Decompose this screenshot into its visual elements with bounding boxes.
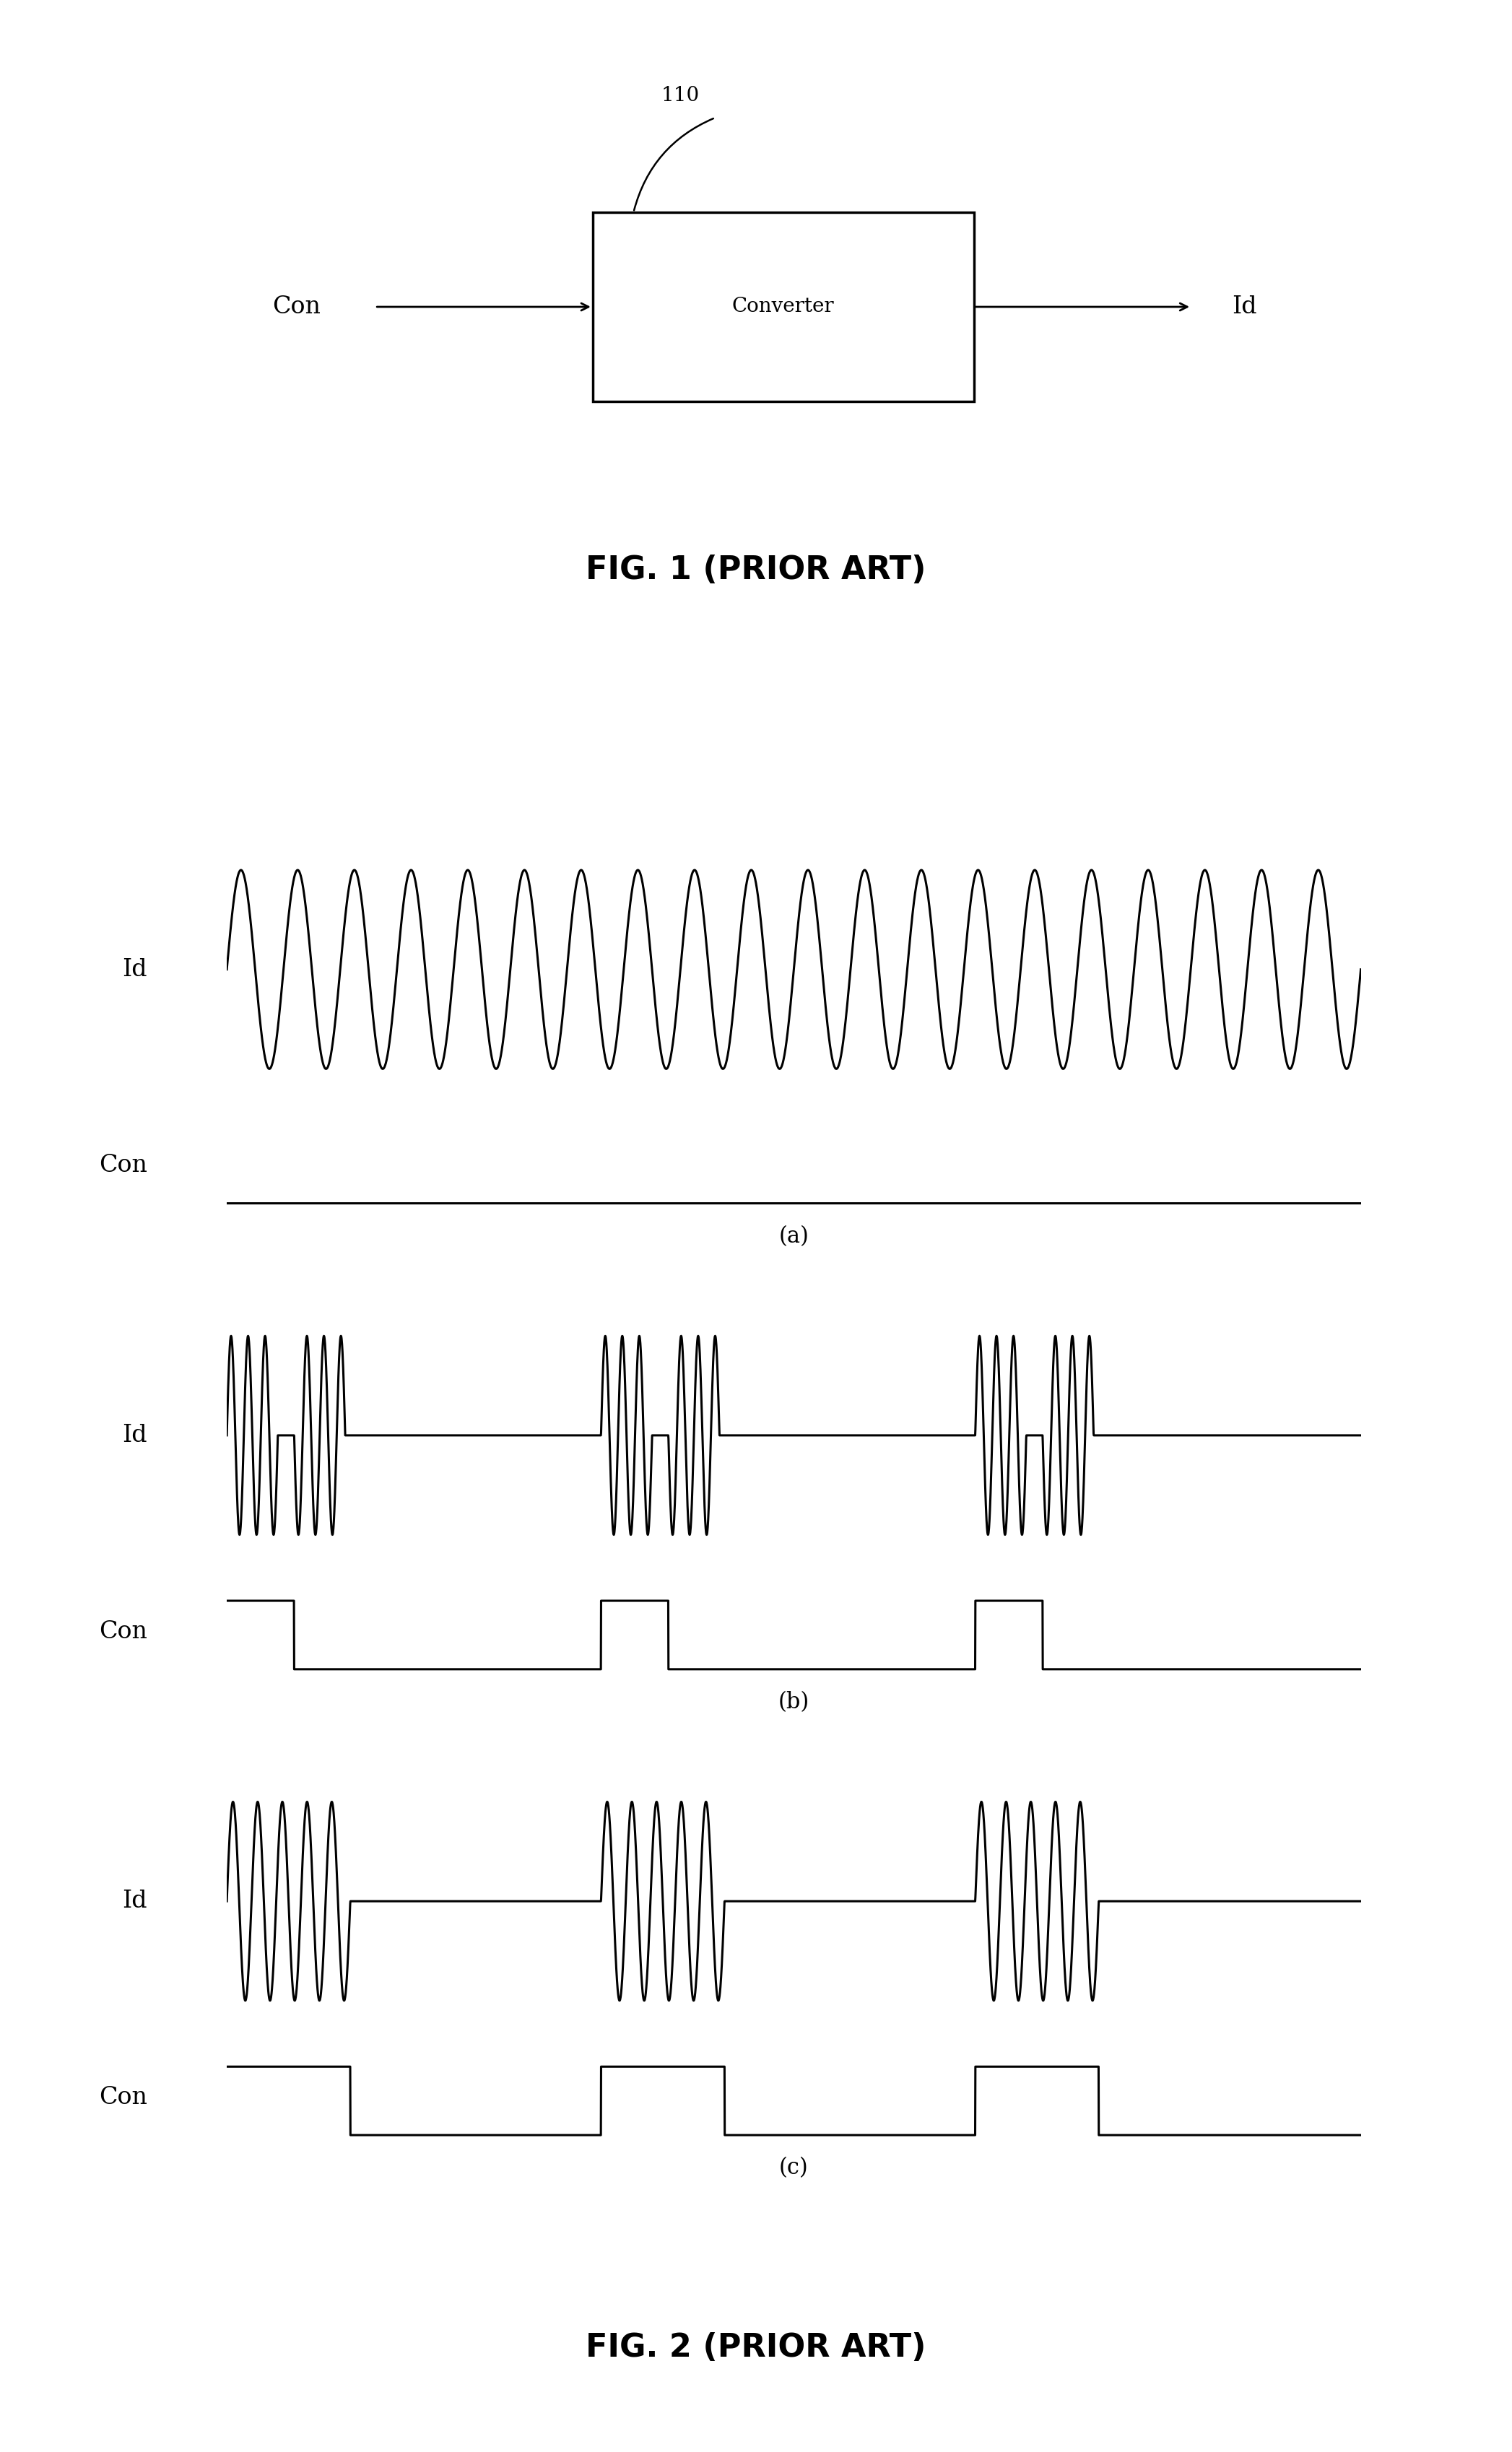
Text: FIG. 2 (PRIOR ART): FIG. 2 (PRIOR ART)	[585, 2332, 927, 2364]
Text: Id: Id	[122, 959, 147, 981]
Text: (b): (b)	[779, 1692, 809, 1714]
Bar	[593, 213, 974, 402]
Text: Con: Con	[272, 294, 321, 319]
Text: 110: 110	[661, 86, 699, 105]
Text: Con: Con	[100, 1155, 147, 1177]
Text: Id: Id	[122, 1890, 147, 1913]
Text: Converter: Converter	[732, 297, 835, 316]
Text: Id: Id	[122, 1425, 147, 1447]
Text: Id: Id	[1232, 294, 1258, 319]
Text: FIG. 1 (PRIOR ART): FIG. 1 (PRIOR ART)	[585, 554, 927, 586]
Text: Con: Con	[100, 2087, 147, 2109]
Text: (a): (a)	[779, 1226, 809, 1248]
Text: (c): (c)	[779, 2158, 809, 2180]
Text: Con: Con	[100, 1621, 147, 1643]
